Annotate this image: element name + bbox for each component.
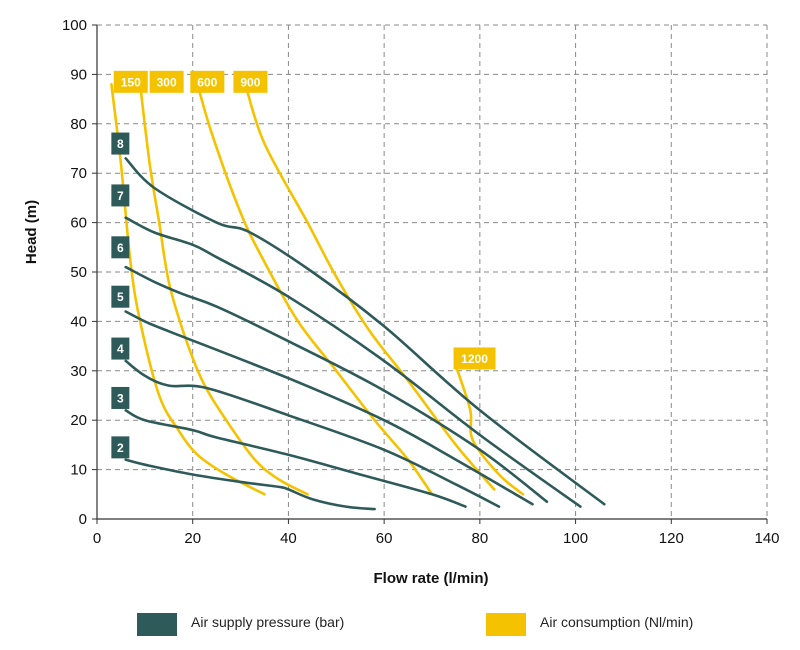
axis-layer: 0 20 40 60 80 100 120 140 0 10 20 30 40 50 60 70 80 90 100: [62, 17, 780, 547]
legend-label-pressure: Air supply pressure (bar): [191, 614, 344, 630]
pressure-tag-4-label: 4: [117, 342, 124, 356]
y-tick-label: 50: [70, 264, 87, 281]
consumption-tag-900-label: 900: [240, 75, 260, 89]
x-tick-label: 40: [280, 530, 297, 547]
consumption-tag-300-box: [149, 70, 184, 93]
legend-swatch-pressure: [137, 613, 177, 636]
consumption-line-1200: [454, 364, 525, 496]
y-tick-label: 0: [79, 511, 87, 528]
y-tick-label: 90: [70, 66, 87, 83]
y-tick-label: 40: [70, 313, 87, 330]
consumption-line-300: [138, 83, 309, 496]
pressure-tag-8: 8: [111, 132, 130, 155]
pressure-tag-7: 7: [111, 184, 130, 207]
x-tick-label: 120: [659, 530, 684, 547]
y-tick-label: 30: [70, 363, 87, 380]
consumption-tag-1200-label: 1200: [461, 352, 488, 366]
pressure-tag-3-label: 3: [117, 391, 124, 405]
pressure-tag-7-label: 7: [117, 189, 124, 203]
pressure-tag-2-box: [111, 436, 130, 459]
pressure-line-3: [124, 409, 467, 508]
pressure-tag-4: 4: [111, 337, 130, 360]
y-tick-label: 100: [62, 17, 87, 34]
consumption-tag-900-box: [233, 70, 268, 93]
pressure-tag-3-box: [111, 386, 130, 409]
x-tick-label: 100: [563, 530, 588, 547]
pressure-tag-6: 6: [111, 236, 130, 259]
consumption-line-150: [110, 83, 266, 496]
x-tick-label: 0: [93, 530, 101, 547]
pressure-line-4: [124, 359, 501, 508]
pressure-line-2: [124, 458, 376, 511]
consumption-tag-150: 150: [113, 70, 148, 93]
pressure-tag-8-box: [111, 132, 130, 155]
pressure-line-7: [124, 216, 582, 508]
pressure-tag-2: 2: [111, 436, 130, 459]
x-tick-label: 140: [754, 530, 779, 547]
consumption-tag-1200-box: [453, 347, 496, 370]
x-tick-label: 20: [184, 530, 201, 547]
pressure-tag-4-box: [111, 337, 130, 360]
pressure-tag-7-box: [111, 184, 130, 207]
x-tick-label: 80: [472, 530, 489, 547]
consumption-tag-150-box: [113, 70, 148, 93]
pressure-tag-6-label: 6: [117, 241, 124, 255]
pressure-tag-8-label: 8: [117, 137, 124, 151]
consumption-tag-150-label: 150: [121, 75, 141, 89]
y-tick-label: 20: [70, 412, 87, 429]
consumption-tag-300: 300: [149, 70, 184, 93]
y-tick-label: 70: [70, 165, 87, 182]
y-tick-label: 10: [70, 462, 87, 479]
consumption-line-600: [196, 83, 434, 496]
legend-label-consumption: Air consumption (Nl/min): [540, 614, 693, 630]
legend-swatch-consumption: [486, 613, 526, 636]
pressure-tag-3: 3: [111, 386, 130, 409]
x-tick-label: 60: [376, 530, 393, 547]
y-tick-label: 80: [70, 116, 87, 133]
consumption-tag-1200: 1200: [453, 347, 496, 370]
pressure-tag-5: 5: [111, 285, 130, 308]
consumption-tag-600: 600: [190, 70, 225, 93]
legend: Air supply pressure (bar) Air consumptio…: [137, 613, 693, 636]
x-axis-title: Flow rate (l/min): [373, 570, 488, 587]
consumption-tag-600-box: [190, 70, 225, 93]
y-axis-title: Head (m): [23, 200, 40, 264]
pressure-tag-6-box: [111, 236, 130, 259]
pressure-line-5: [124, 310, 534, 506]
consumption-tag-300-label: 300: [157, 75, 177, 89]
pressure-tag-5-box: [111, 285, 130, 308]
y-tick-label: 60: [70, 215, 87, 232]
consumption-line-900: [244, 83, 496, 491]
tag-layer: 2 3 4 5 6 7 8 150 300 600 900 1200: [111, 70, 496, 459]
pressure-line-8: [124, 157, 606, 506]
consumption-tag-900: 900: [233, 70, 268, 93]
pressure-line-6: [124, 265, 549, 503]
consumption-tag-600-label: 600: [197, 75, 217, 89]
pressure-layer: [124, 157, 606, 511]
pressure-tag-2-label: 2: [117, 441, 124, 455]
pressure-tag-5-label: 5: [117, 290, 124, 304]
